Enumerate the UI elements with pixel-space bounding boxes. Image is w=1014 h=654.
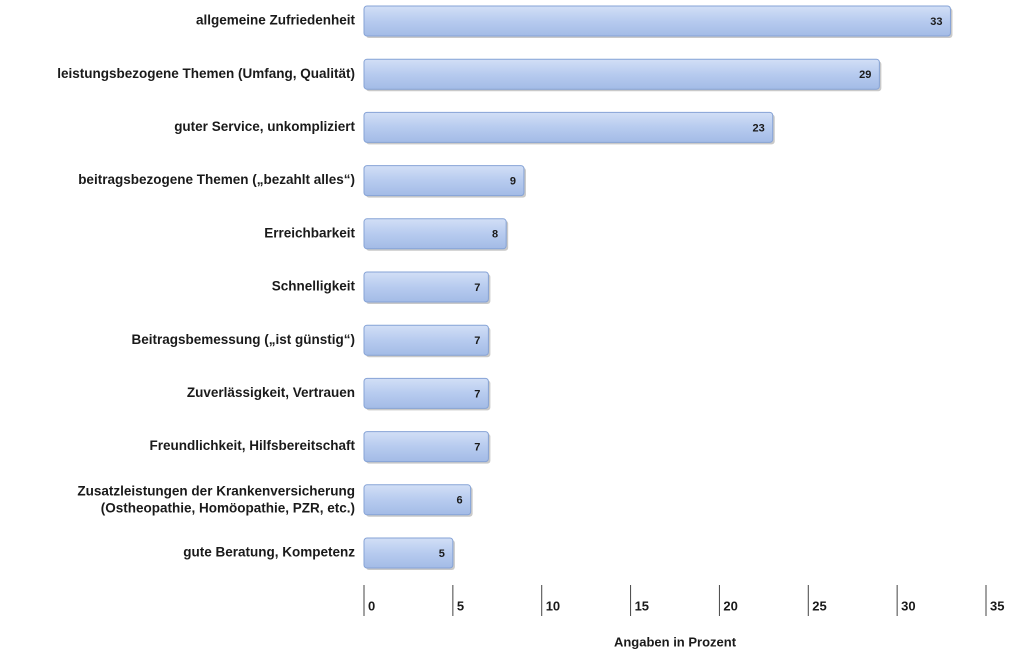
data-label: 5 — [439, 548, 445, 560]
data-label: 29 — [859, 69, 871, 81]
bar — [363, 218, 507, 250]
y-tick-label: Zusatzleistungen der Krankenversicherung… — [77, 483, 355, 515]
x-tick-label: 35 — [990, 598, 1004, 613]
y-tick-label: allgemeine Zufriedenheit — [196, 13, 356, 28]
data-label: 23 — [752, 122, 764, 134]
y-tick-label: Schnelligkeit — [272, 279, 356, 294]
y-tick-label: guter Service, unkompliziert — [174, 119, 355, 134]
y-tick-label: Zuverlässigkeit, Vertrauen — [187, 385, 355, 400]
x-tick-label: 5 — [457, 598, 464, 613]
y-tick-label: Erreichbarkeit — [264, 225, 355, 240]
bar — [363, 484, 472, 516]
x-tick-label: 25 — [812, 598, 826, 613]
data-label: 7 — [474, 442, 480, 454]
data-label: 8 — [492, 229, 498, 241]
x-tick-label: 30 — [901, 598, 915, 613]
x-axis-label: Angaben in Prozent — [614, 634, 737, 649]
data-label: 33 — [930, 16, 942, 28]
data-label: 7 — [474, 335, 480, 347]
y-tick-label: gute Beratung, Kompetenz — [183, 545, 355, 560]
bar — [363, 165, 525, 197]
data-label: 7 — [474, 282, 480, 294]
bar — [363, 58, 880, 90]
x-tick-label: 10 — [546, 598, 560, 613]
x-tick-label: 0 — [368, 598, 375, 613]
data-label: 9 — [510, 176, 516, 188]
y-tick-label: beitragsbezogene Themen („bezahlt alles“… — [78, 172, 355, 187]
y-tick-label: Freundlichkeit, Hilfsbereitschaft — [149, 438, 355, 453]
bar — [363, 5, 951, 37]
bar — [363, 111, 774, 143]
x-tick-label: 20 — [723, 598, 737, 613]
bar — [363, 377, 489, 409]
y-tick-label: Beitragsbemessung („ist günstig“) — [131, 332, 355, 347]
bar — [363, 271, 489, 303]
y-tick-label: leistungsbezogene Themen (Umfang, Qualit… — [57, 66, 355, 81]
bar — [363, 537, 454, 569]
bar — [363, 431, 489, 463]
x-tick-label: 15 — [635, 598, 649, 613]
data-label: 6 — [457, 495, 463, 507]
data-label: 7 — [474, 388, 480, 400]
bar — [363, 324, 489, 356]
